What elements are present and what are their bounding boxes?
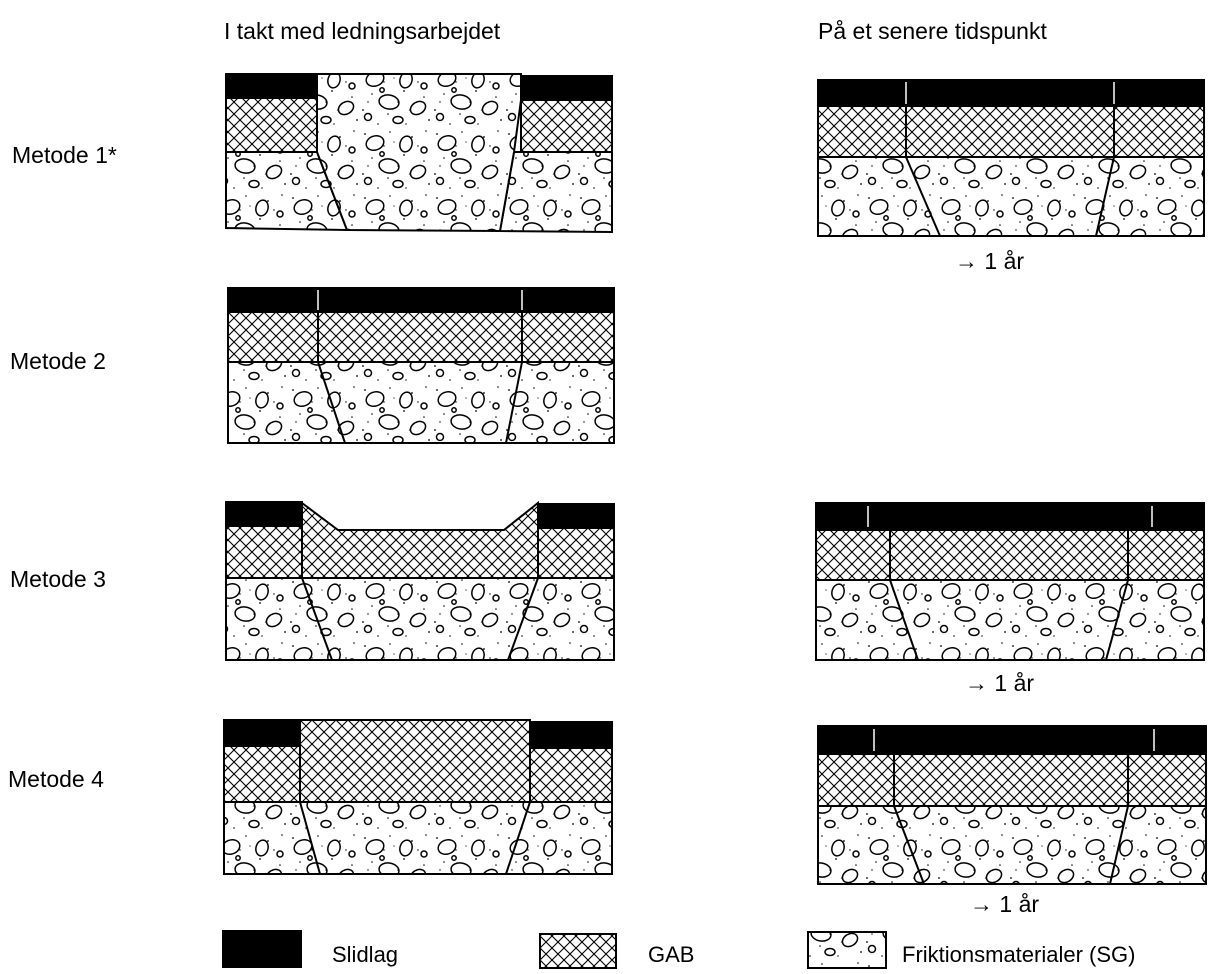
method-3-cross-section-initial xyxy=(225,500,615,661)
legend-gab-swatch xyxy=(539,933,617,969)
method-3-label: Metode 3 xyxy=(10,566,106,592)
legend-slidlag-swatch xyxy=(222,930,302,968)
method-2-cross-section xyxy=(227,287,615,444)
method-1-later-caption: → 1 år xyxy=(955,248,1025,274)
method-4-cross-section-initial xyxy=(223,719,613,875)
method-4-label: Metode 4 xyxy=(8,766,104,792)
legend-gab-label: GAB xyxy=(648,942,695,967)
method-1-cross-section-initial xyxy=(225,73,613,234)
method-1-label: Metode 1* xyxy=(12,142,117,168)
legend-slidlag-label: Slidlag xyxy=(332,942,399,967)
method-4-later-caption: → 1 år xyxy=(970,891,1040,917)
method-2-label: Metode 2 xyxy=(10,348,106,374)
legend-sg-label: Friktionsmaterialer (SG) xyxy=(902,942,1136,967)
left-column-header: I takt med ledningsarbejdet xyxy=(224,18,501,44)
method-4-cross-section-later xyxy=(817,725,1207,885)
method-1-cross-section-later xyxy=(817,79,1205,237)
method-3-later-caption: → 1 år xyxy=(965,670,1035,696)
legend-sg-swatch xyxy=(807,931,887,969)
method-3-cross-section-later xyxy=(815,502,1205,661)
right-column-header: På et senere tidspunkt xyxy=(818,18,1047,44)
